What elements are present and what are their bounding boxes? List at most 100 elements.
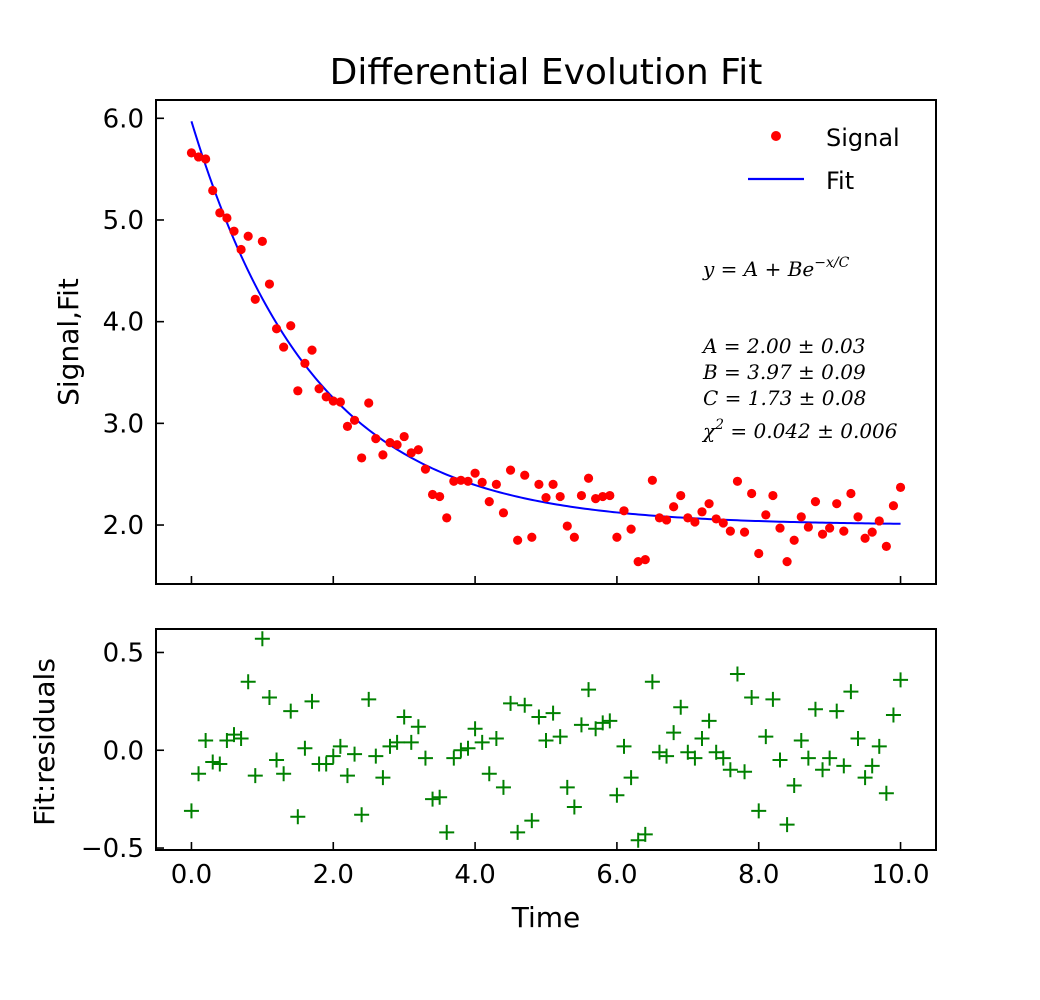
residuals-plot-frame	[155, 628, 937, 851]
residual-point-38	[453, 742, 469, 758]
signal-point-14	[286, 321, 296, 331]
signal-point-32	[413, 445, 423, 455]
signal-point-50	[541, 492, 551, 503]
residual-point-36	[439, 824, 455, 840]
signal-point-66	[654, 513, 665, 523]
signal-point-63	[633, 557, 643, 567]
residual-point-51	[545, 705, 561, 721]
residuals-y-tick-label-1: 0.0	[103, 736, 144, 766]
signal-point-85	[789, 535, 799, 545]
signal-point-70	[683, 513, 693, 523]
residual-point-79	[744, 689, 760, 705]
residual-point-42	[481, 766, 497, 782]
signal-point-24	[357, 453, 367, 463]
residual-point-11	[261, 689, 277, 705]
residual-point-80	[751, 803, 767, 819]
signal-point-10	[257, 236, 267, 246]
residuals-y-tick-label-0: −0.5	[81, 834, 144, 864]
signal-point-49	[534, 479, 544, 489]
residual-point-86	[793, 732, 809, 748]
param-b-label: B = 3.97 ± 0.09	[702, 360, 866, 384]
signal-point-91	[832, 499, 842, 509]
signal-point-7	[236, 244, 246, 255]
signal-point-4	[215, 208, 225, 218]
legend-fit-label: Fit	[826, 167, 854, 195]
signal-point-12	[271, 324, 282, 334]
signal-point-60	[612, 532, 622, 542]
residual-point-50	[538, 732, 554, 748]
signal-point-40	[470, 468, 480, 478]
residual-point-92	[836, 758, 852, 774]
signal-point-59	[605, 490, 615, 501]
signal-point-54	[569, 532, 579, 542]
residual-point-46	[510, 824, 526, 840]
signal-point-65	[647, 475, 657, 485]
residual-point-6	[226, 727, 242, 743]
signal-point-16	[300, 358, 310, 368]
signal-point-48	[527, 532, 537, 542]
signal-point-82	[768, 490, 778, 501]
residuals-x-ticks: 0.0 2.0 4.0 6.0 8.0 10.0	[171, 842, 929, 890]
signal-point-39	[463, 476, 473, 486]
signal-point-80	[754, 548, 764, 559]
residual-point-100	[893, 672, 909, 688]
residual-point-69	[673, 699, 689, 715]
signal-point-58	[598, 491, 608, 502]
signal-point-8	[243, 231, 253, 241]
residual-point-14	[283, 703, 299, 719]
residual-point-2	[198, 732, 214, 748]
signal-point-29	[392, 440, 402, 450]
signal-point-28	[385, 438, 395, 448]
signal-point-30	[399, 431, 409, 442]
signal-point-18	[314, 384, 324, 394]
residual-point-21	[332, 738, 348, 754]
signal-point-11	[264, 279, 275, 289]
residual-point-7	[233, 731, 249, 747]
residual-point-66	[651, 744, 667, 760]
signal-series	[186, 148, 906, 567]
residual-point-48	[524, 813, 540, 829]
residual-point-35	[432, 789, 448, 805]
signal-point-52	[555, 491, 565, 502]
residual-point-84	[779, 817, 795, 833]
residual-point-33	[417, 750, 433, 766]
residual-point-67	[659, 748, 675, 764]
signal-point-6	[229, 226, 239, 236]
signal-point-2	[201, 154, 211, 164]
signal-point-45	[505, 465, 516, 475]
legend-signal-marker	[771, 131, 781, 141]
signal-point-31	[406, 448, 416, 458]
residual-point-45	[503, 695, 519, 711]
param-c-label: C = 1.73 ± 0.08	[703, 386, 866, 410]
residual-point-28	[382, 738, 398, 754]
residual-point-17	[304, 693, 320, 709]
signal-point-77	[732, 476, 743, 486]
residual-point-52	[552, 729, 568, 745]
signal-y-tick-label-2: 4.0	[103, 308, 144, 338]
signal-point-87	[803, 522, 813, 532]
residual-point-22	[339, 768, 355, 784]
residual-point-68	[666, 725, 682, 741]
chi-square-label: χ2 = 0.042 ± 0.006	[701, 417, 898, 443]
residuals-y-ticks: −0.5 0.0 0.5	[81, 638, 164, 864]
x-axis-label: Time	[511, 901, 581, 934]
signal-point-38	[456, 475, 466, 485]
residual-point-3	[205, 754, 221, 770]
residual-point-94	[850, 731, 866, 747]
residual-point-85	[786, 777, 802, 793]
signal-point-79	[747, 488, 757, 499]
residual-point-54	[566, 799, 582, 815]
fit-series	[190, 121, 901, 525]
signal-point-27	[378, 450, 388, 460]
signal-point-67	[661, 515, 672, 525]
signal-point-13	[279, 342, 289, 352]
residual-point-90	[822, 750, 838, 766]
residual-point-62	[623, 770, 639, 786]
residual-point-8	[240, 674, 256, 690]
signal-point-57	[591, 493, 601, 504]
residual-point-75	[715, 750, 731, 766]
residual-point-64	[637, 826, 653, 842]
residual-point-56	[581, 682, 597, 698]
residual-point-27	[375, 770, 391, 786]
